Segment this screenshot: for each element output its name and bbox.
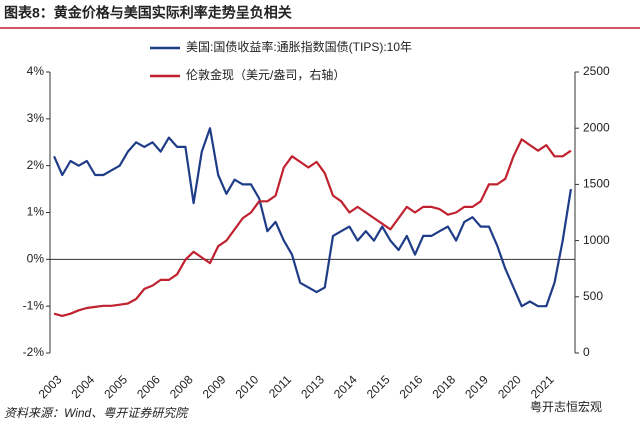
y2-tick-label: 2000 [583,120,610,134]
y-tick-label: -2% [23,345,45,359]
series-line [53,138,572,317]
y-tick-label: 3% [27,111,45,125]
legend-label: 美国:国债收益率:通胀指数国债(TIPS):10年 [186,39,412,54]
watermark: 粤开志恒宏观 [530,399,602,414]
series-line [53,127,572,308]
y-tick-label: -1% [23,298,45,312]
chart-title: 图表8：黄金价格与美国实际利率走势呈负相关 [4,5,292,21]
x-tick-label: 2015 [364,372,393,401]
x-tick-label: 2009 [200,372,229,401]
x-tick-label: 2013 [298,372,327,401]
y-tick-label: 4% [27,64,45,78]
source: 资料来源：Wind、粤开证券研究院 [4,406,189,420]
x-tick-label: 2016 [397,372,426,401]
x-tick-label: 2003 [36,372,65,401]
legend-label: 伦敦金现（美元/盎司，右轴） [186,67,345,82]
y2-tick-label: 1500 [583,177,610,191]
y2-tick-label: 2500 [583,64,610,78]
x-tick-label: 2021 [528,372,557,401]
x-tick-label: 2018 [429,372,458,401]
y2-tick-label: 500 [583,289,603,303]
x-tick-label: 2006 [134,372,163,401]
x-tick-label: 2008 [167,372,196,401]
x-tick-label: 2004 [68,372,97,401]
x-tick-label: 2011 [266,372,294,400]
x-tick-label: 2005 [101,372,130,401]
x-tick-label: 2014 [331,372,360,401]
x-tick-label: 2010 [233,372,262,401]
y-tick-label: 1% [27,205,45,219]
y-tick-label: 0% [27,252,45,266]
x-tick-label: 2020 [495,372,524,401]
x-tick-label: 2019 [462,372,491,401]
y2-tick-label: 1000 [583,233,610,247]
y2-tick-label: 0 [583,345,590,359]
y-tick-label: 2% [27,158,45,172]
